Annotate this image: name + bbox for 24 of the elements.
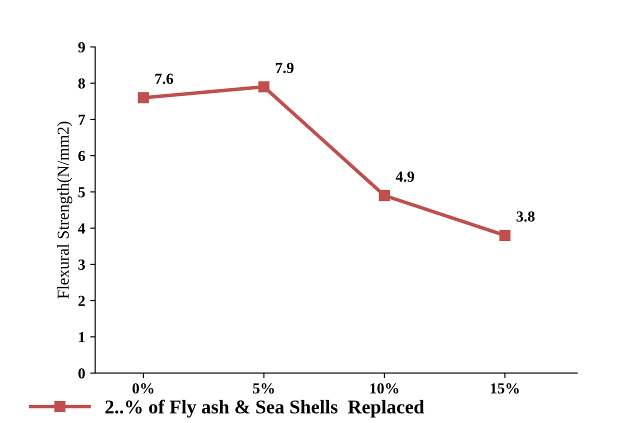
y-tick-label: 8 <box>78 78 85 89</box>
data-label: 7.9 <box>276 62 294 74</box>
y-tick-label: 1 <box>79 332 85 342</box>
y-tick-label: 5 <box>78 187 85 198</box>
y-tick-label: 4 <box>78 223 86 234</box>
y-tick-label: 6 <box>78 150 86 162</box>
y-tick-label: 0 <box>78 368 85 379</box>
y-tick-label: 2 <box>78 296 85 306</box>
y-tick-label: 3 <box>78 260 85 270</box>
y-axis-title: Flexural Strength(N/mm2) <box>57 122 72 299</box>
point <box>138 92 149 104</box>
point <box>258 81 270 92</box>
y-tick-label: 7 <box>78 114 86 125</box>
x-tick-label: 5% <box>253 383 274 394</box>
data-label: 7.6 <box>155 74 174 84</box>
point <box>378 190 390 202</box>
y-tick-label: 9 <box>78 42 85 52</box>
point <box>499 230 510 241</box>
x-tick-label: 15% <box>490 383 519 394</box>
data-label: 4.9 <box>396 172 414 182</box>
x-tick-label: 0% <box>132 383 154 394</box>
x-tick-label: 10% <box>370 383 398 394</box>
data-label: 3.8 <box>516 211 535 222</box>
legend-label: 2..% of Fly ash & Sea Shells Replaced <box>105 400 424 418</box>
